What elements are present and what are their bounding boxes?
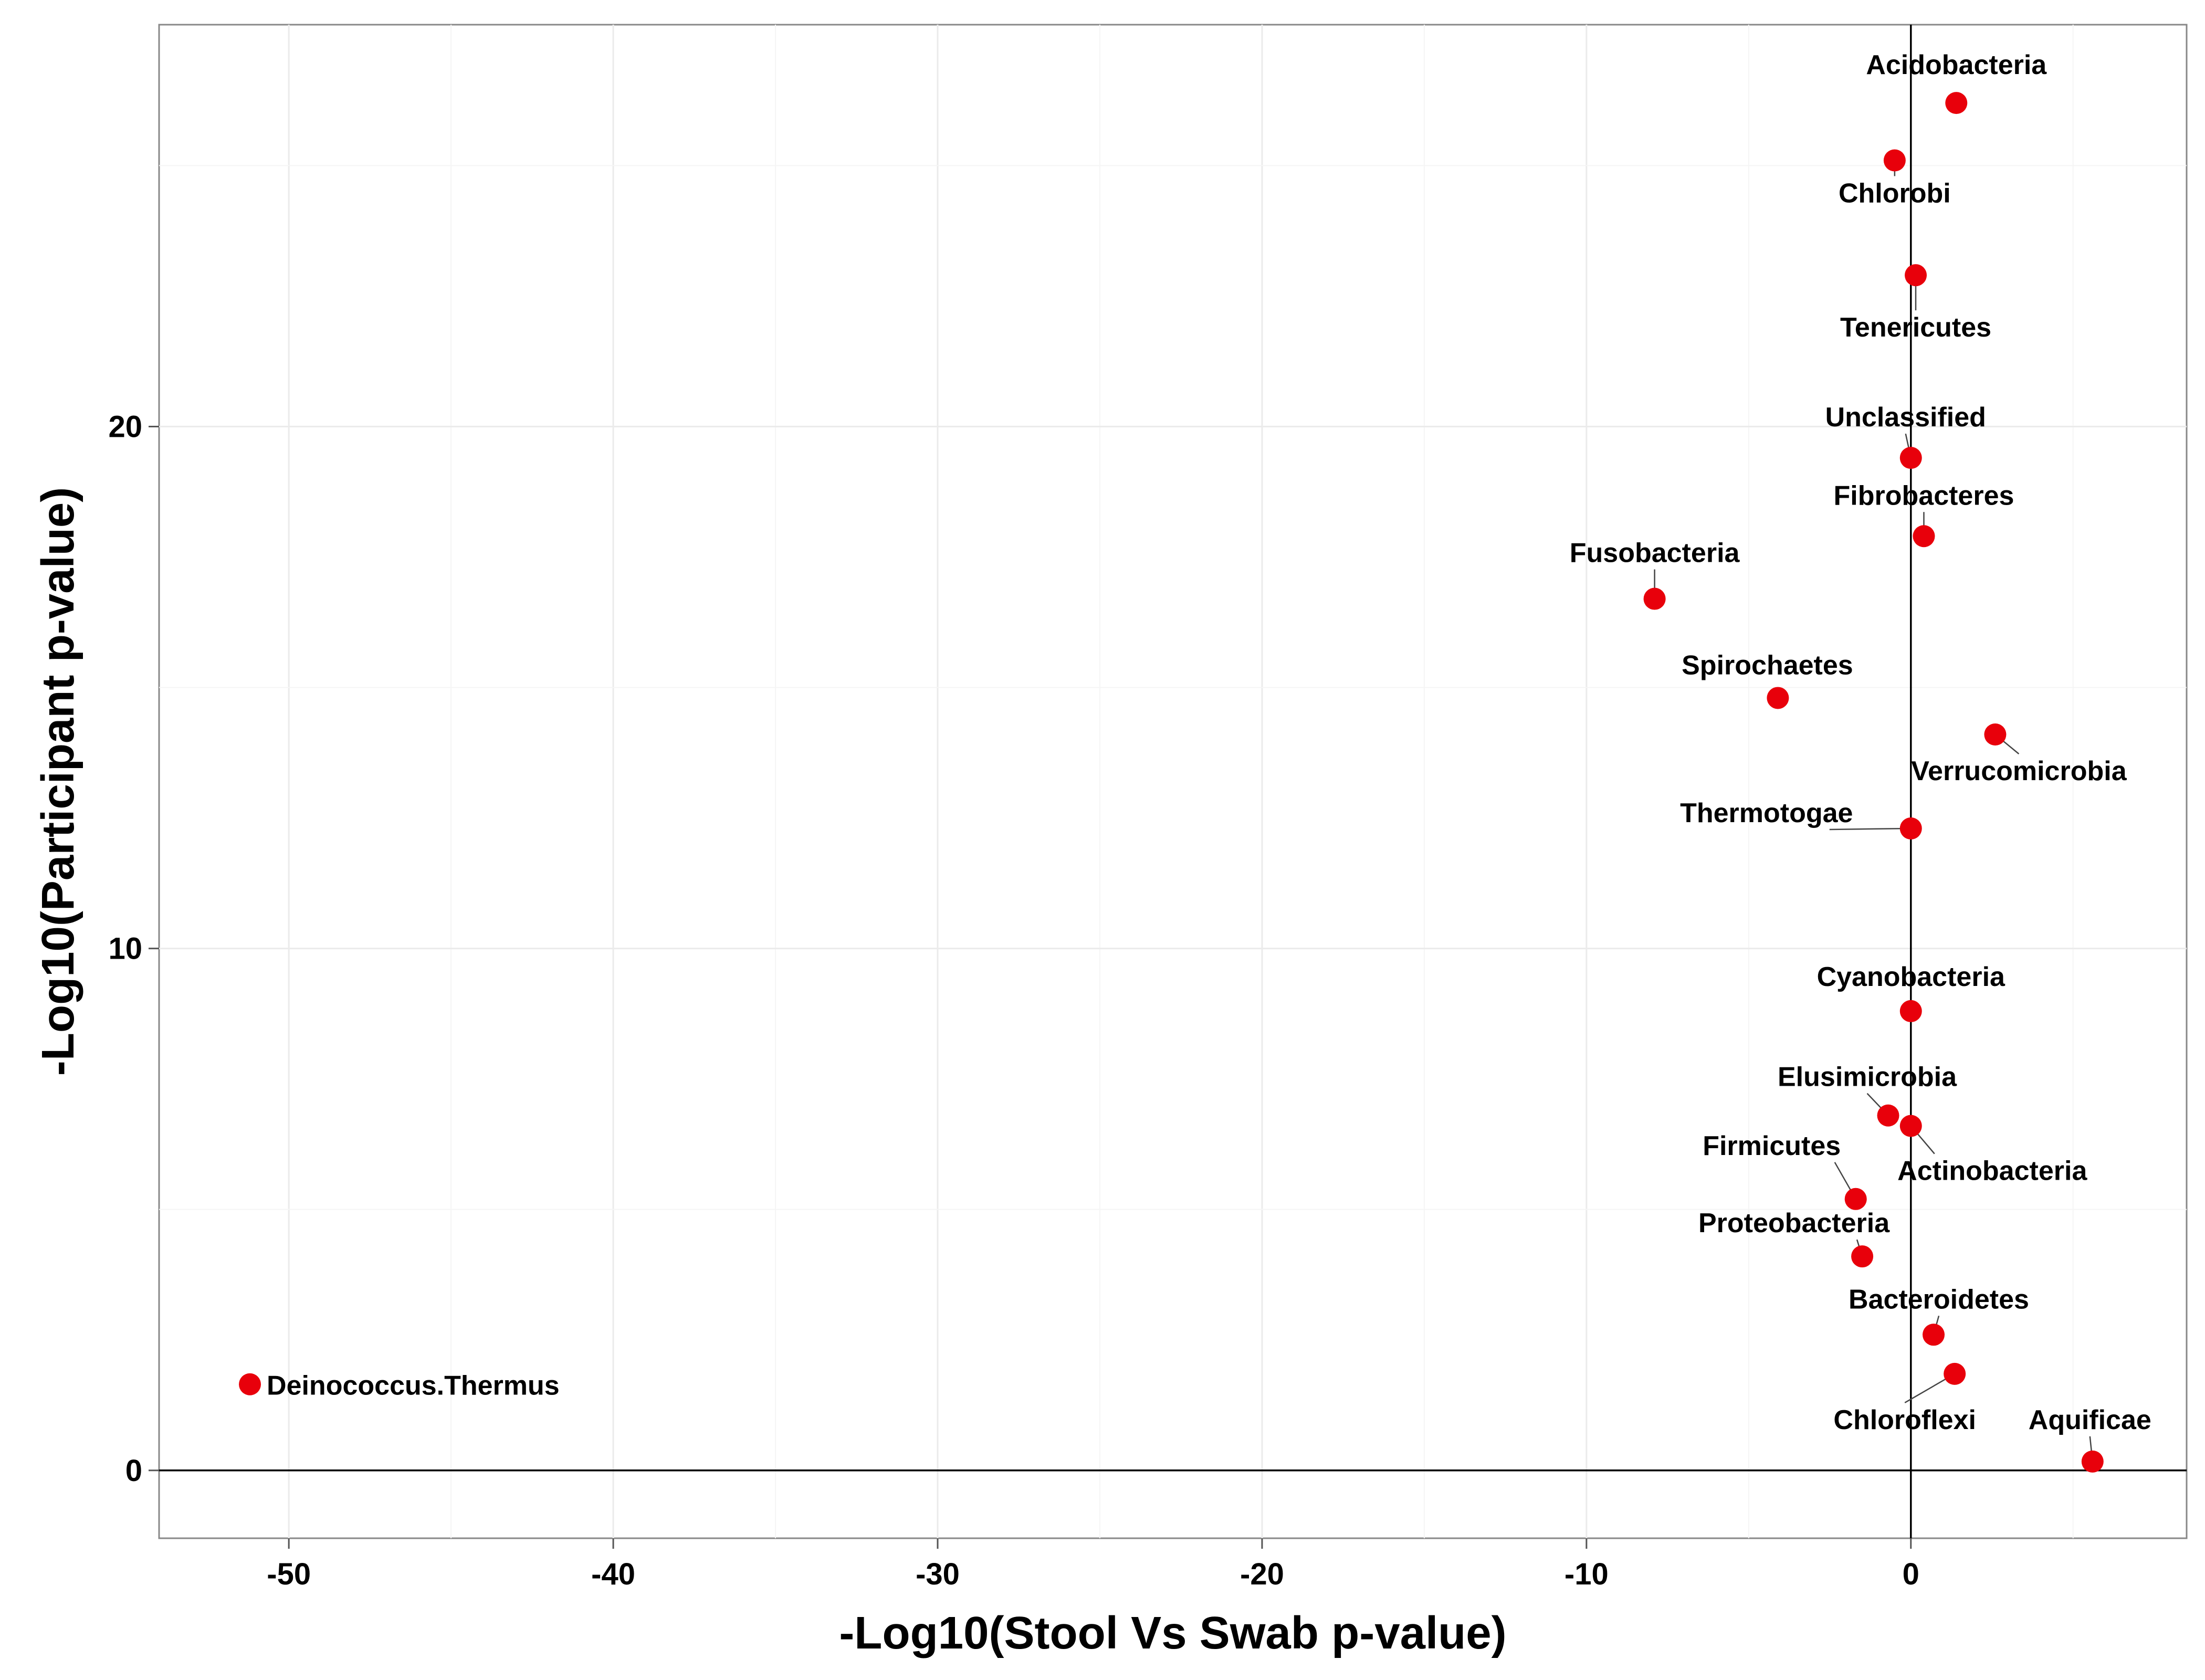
point-label: Verrucomicrobia	[1911, 756, 2127, 786]
x-tick-label: -10	[1564, 1557, 1609, 1591]
point-label: Unclassified	[1825, 402, 1986, 433]
data-point	[1767, 687, 1789, 709]
data-point	[1877, 1104, 1899, 1127]
point-label: Actinobacteria	[1897, 1156, 2087, 1186]
x-tick-label: -20	[1240, 1557, 1284, 1591]
x-tick-label: 0	[1903, 1557, 1919, 1591]
x-tick-label: -30	[916, 1557, 960, 1591]
point-label: Thermotogae	[1680, 798, 1853, 828]
point-label: Elusimicrobia	[1778, 1062, 1957, 1093]
y-tick-label: 10	[108, 932, 142, 966]
point-label: Acidobacteria	[1866, 50, 2047, 80]
data-point	[2081, 1450, 2104, 1473]
x-axis-ticks: -50 -40 -30 -20 -10 0	[267, 1538, 1919, 1591]
y-tick-label: 0	[125, 1454, 142, 1488]
data-point	[1944, 1362, 1966, 1385]
leader-line	[1829, 827, 1911, 831]
point-label: Bacteroidetes	[1849, 1284, 2029, 1315]
point-label: Tenericutes	[1840, 312, 1991, 343]
data-point	[1899, 1115, 1922, 1137]
y-tick-label: 20	[108, 410, 142, 444]
data-point	[1945, 92, 1968, 114]
point-label: Aquificae	[2029, 1405, 2151, 1435]
point-label: Deinococcus.Thermus	[267, 1371, 560, 1401]
data-point	[1905, 264, 1927, 287]
data-point	[1913, 525, 1935, 548]
y-axis-title: -Log10(Participant p-value)	[33, 487, 83, 1076]
data-point	[1851, 1245, 1874, 1268]
point-label: Spirochaetes	[1682, 650, 1853, 680]
point-label: Fibrobacteres	[1834, 480, 2014, 511]
point-labels: Acidobacteria Chlorobi Tenericutes Unclassi…	[267, 50, 2151, 1435]
data-point	[1899, 817, 1922, 839]
point-label: Chloroflexi	[1833, 1405, 1976, 1435]
point-label: Proteobacteria	[1698, 1208, 1890, 1238]
x-tick-label: -50	[267, 1557, 311, 1591]
x-axis-title: -Log10(Stool Vs Swab p-value)	[839, 1608, 1506, 1658]
data-point	[1984, 723, 2007, 746]
data-point	[1643, 587, 1666, 610]
point-label: Cyanobacteria	[1817, 962, 2006, 992]
point-label: Firmicutes	[1703, 1131, 1841, 1161]
x-tick-label: -40	[591, 1557, 635, 1591]
data-point	[1899, 1000, 1922, 1022]
data-point	[1923, 1324, 1945, 1346]
data-points	[239, 92, 2104, 1473]
data-point	[1899, 447, 1922, 469]
data-point	[239, 1373, 261, 1395]
point-label: Chlorobi	[1839, 178, 1951, 208]
point-label: Fusobacteria	[1570, 538, 1740, 569]
plot-panel	[158, 24, 2188, 1539]
data-point	[1844, 1188, 1867, 1210]
data-point	[1883, 149, 1906, 172]
y-axis-ticks: 0 10 20	[108, 410, 159, 1488]
